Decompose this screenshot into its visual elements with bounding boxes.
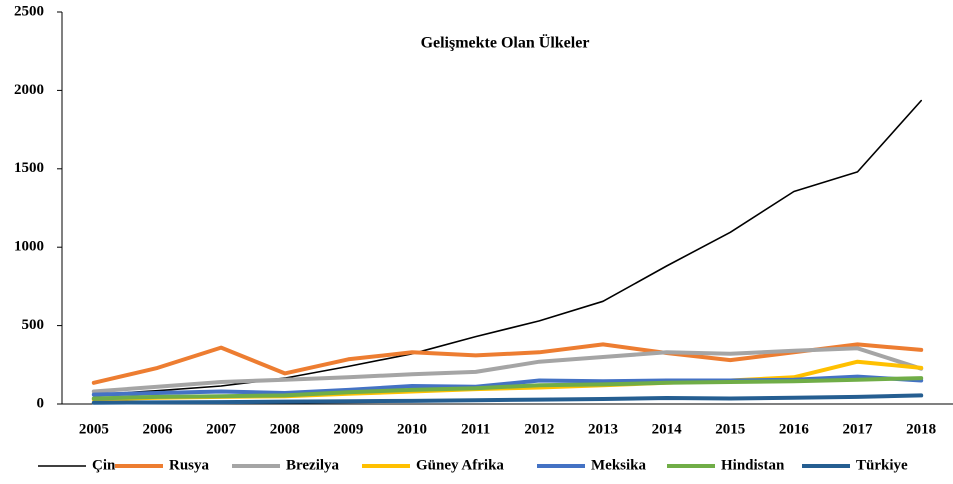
legend-label: Türkiye [856, 457, 908, 473]
series-line [91, 342, 924, 385]
x-tick-label: 2018 [906, 421, 936, 437]
legend-label: Brezilya [286, 457, 340, 473]
legend-label: Güney Afrika [416, 457, 504, 473]
x-tick-label: 2010 [397, 421, 427, 437]
x-tick-label: 2007 [206, 421, 237, 437]
series-line [91, 376, 924, 401]
y-tick-label: 2000 [14, 82, 44, 98]
series-line [91, 346, 924, 394]
legend-label: Hindistan [721, 457, 785, 473]
y-tick-label: 0 [37, 395, 45, 411]
x-tick-label: 2015 [715, 421, 745, 437]
legend-label: Rusya [169, 457, 210, 473]
x-tick-label: 2013 [588, 421, 618, 437]
x-tick-label: 2014 [652, 421, 683, 437]
x-tick-label: 2005 [79, 421, 109, 437]
x-tick-label: 2012 [524, 421, 554, 437]
y-tick-label: 1000 [14, 239, 44, 255]
y-tick-label: 500 [22, 317, 45, 333]
x-tick-label: 2017 [843, 421, 874, 437]
y-tick-label: 2500 [14, 3, 44, 19]
x-tick-label: 2009 [333, 421, 363, 437]
series-line [91, 393, 924, 405]
x-tick-label: 2006 [142, 421, 173, 437]
x-tick-label: 2008 [270, 421, 300, 437]
y-tick-label: 1500 [14, 160, 44, 176]
legend-label: Meksika [591, 457, 647, 473]
series-line [93, 99, 923, 396]
legend-label: Çin [92, 457, 116, 473]
chart-title: Gelişmekte Olan Ülkeler [421, 34, 590, 52]
x-tick-label: 2016 [779, 421, 810, 437]
x-tick-label: 2011 [461, 421, 490, 437]
